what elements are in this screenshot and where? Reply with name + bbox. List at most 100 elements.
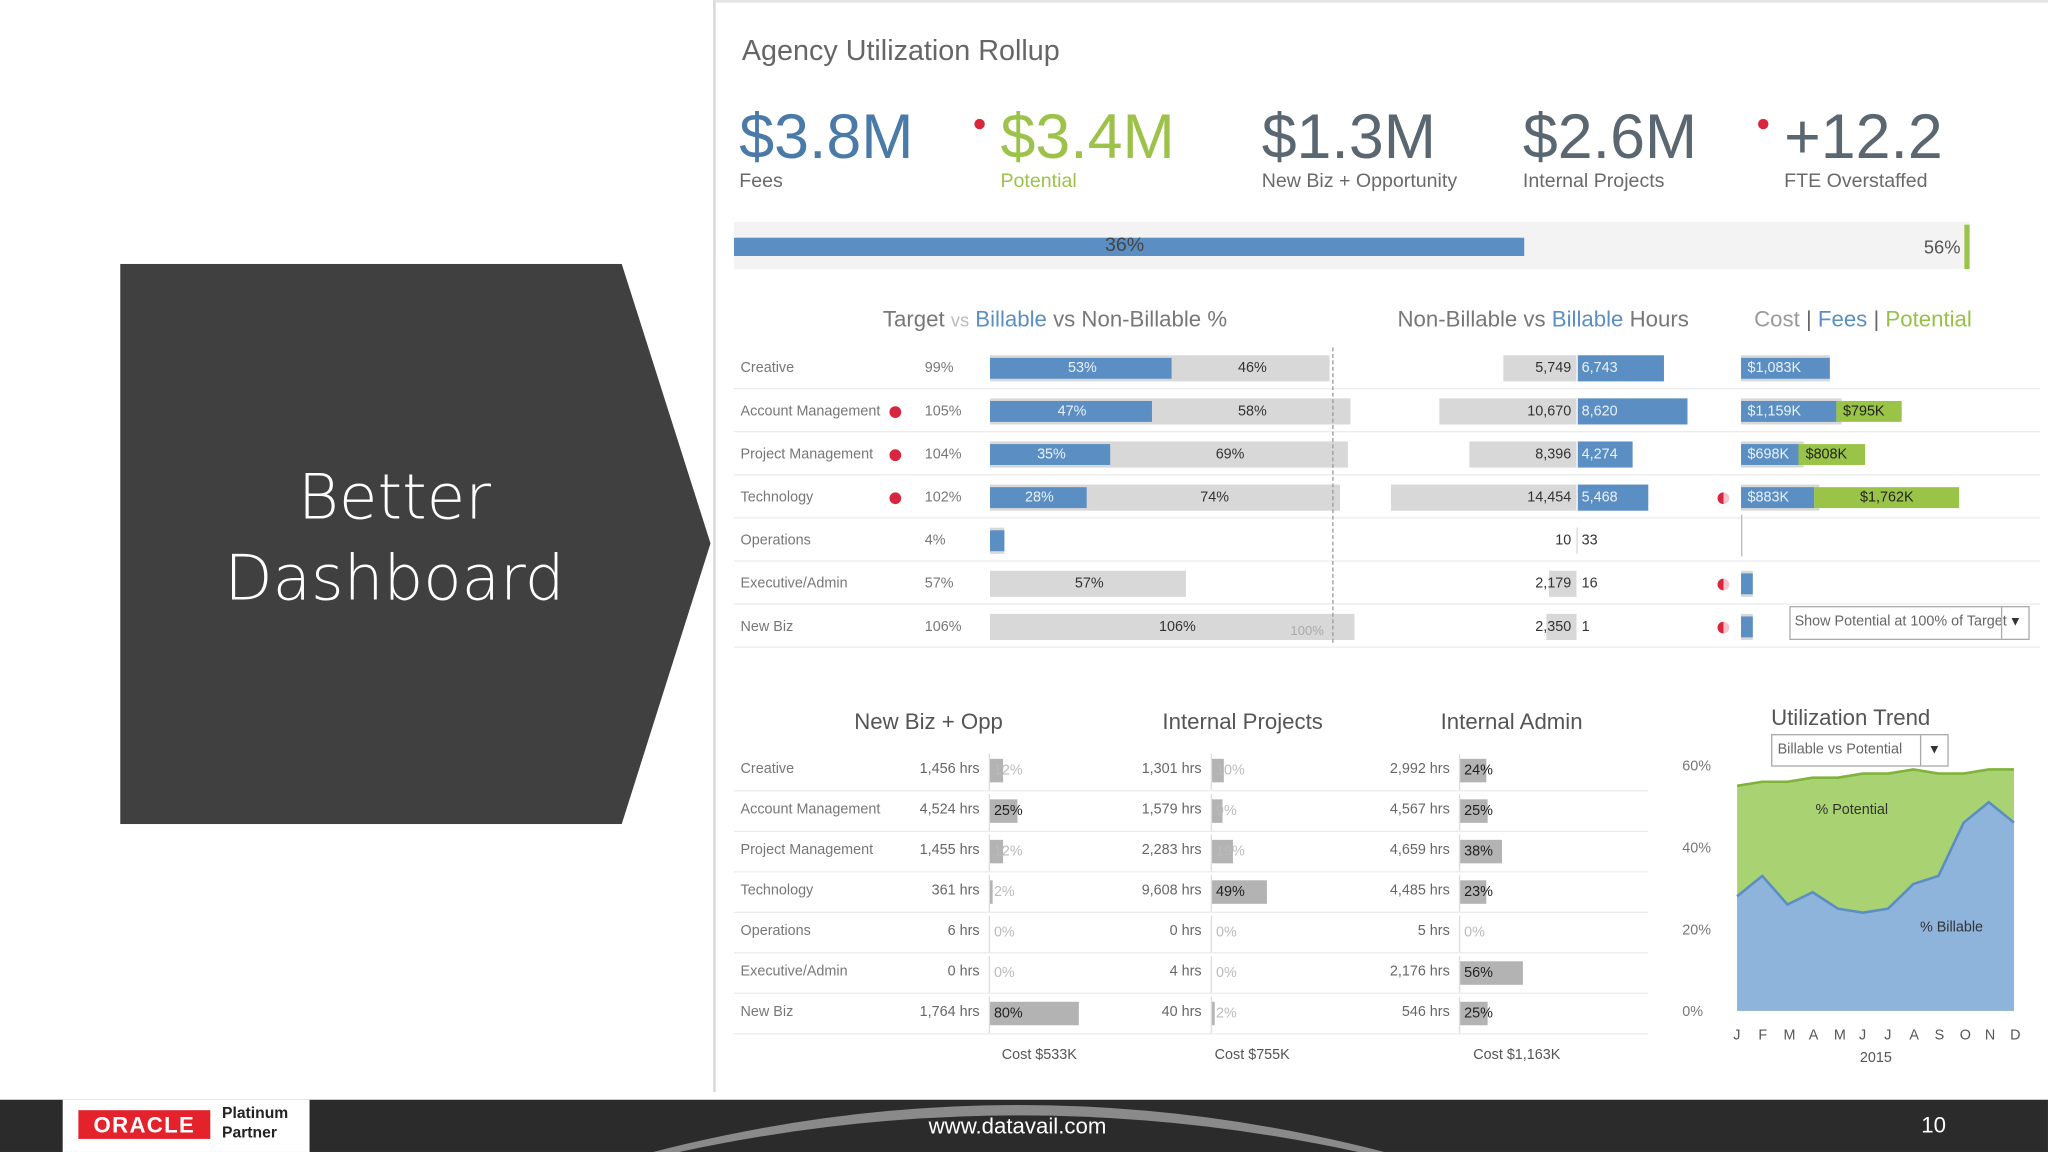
fees-value: $883K (1747, 489, 1790, 506)
row-target: 57% (924, 575, 954, 592)
row-name: Project Management (740, 446, 874, 463)
chevron-down-icon[interactable]: ▼ (2000, 607, 2028, 639)
cost-overrun-indicator (1717, 578, 1730, 591)
share-value: 19% (1215, 843, 1245, 860)
kpi-value: $2.6M (1522, 103, 1698, 173)
share-value: 12% (993, 762, 1023, 779)
potential-target-value: Show Potential at 100% of Target (1794, 613, 2007, 630)
share-bar (990, 839, 1004, 864)
share-value: 0% (1215, 924, 1237, 941)
billable-value: 28% (1025, 489, 1054, 506)
nonbillable-value: 106% (1159, 619, 1196, 635)
billable-bar (990, 357, 1173, 379)
y-tick-label: 20% (1682, 922, 1711, 938)
x-tick-label: O (1960, 1028, 1971, 1044)
bar-axis (1210, 956, 1213, 993)
share-bar (1460, 1001, 1488, 1026)
bar-axis (988, 915, 991, 953)
nonbillable-hours-bar (1548, 570, 1577, 597)
share-value: 0% (1215, 965, 1237, 981)
share-bar (1212, 880, 1267, 904)
billable-line (1736, 800, 2015, 915)
hours-value: 1,301 hrs (1141, 761, 1202, 778)
bar-axis (1210, 996, 1213, 1034)
cost-overrun-indicator (1717, 492, 1730, 505)
row-target: 104% (924, 446, 962, 463)
kpi-alert-dot (974, 118, 985, 130)
chevron-down-icon[interactable]: ▼ (1919, 735, 1947, 766)
slide-title: Better Dashboard (120, 457, 669, 619)
title-target: Target (882, 306, 945, 332)
hours-value: 6 hrs (947, 923, 980, 940)
hours-title-a: Non-Billable vs (1397, 306, 1546, 332)
billable-hours-bar (1577, 441, 1633, 468)
nonbillable-hours-bar (1439, 398, 1577, 425)
billable-value: 53% (1067, 360, 1097, 377)
potential-bar (1813, 487, 1959, 509)
row-name: Technology (740, 489, 814, 506)
partner-line2: Partner (222, 1123, 277, 1142)
hours-value: 5 hrs (1417, 923, 1450, 940)
kpi-alert-dot (1758, 118, 1769, 130)
billable-hours-value: 33 (1581, 532, 1598, 549)
share-value: 80% (993, 1005, 1023, 1022)
bar-axis (988, 753, 991, 791)
share-value: 0% (993, 924, 1015, 941)
nonbillable-hours-bar (1391, 484, 1577, 511)
potential-series-label: % Potential (1815, 802, 1888, 818)
progress-target-marker (1964, 224, 1970, 270)
kpi-value: $3.4M (1000, 103, 1175, 173)
kpi-label: New Biz + Opportunity (1261, 169, 1458, 192)
bar-axis (1210, 834, 1213, 872)
cost-title-fees: Fees (1817, 306, 1868, 332)
hours-value: 4,524 hrs (919, 801, 980, 818)
billable-hours-value: 4,274 (1581, 446, 1618, 463)
share-value: 25% (993, 803, 1023, 819)
overstaffed-alert-dot (889, 449, 902, 462)
bar-axis (988, 996, 991, 1034)
nonbillable-hours-value: 2,350 (1535, 619, 1572, 635)
row-name: New Biz (740, 619, 794, 635)
potential-target-select[interactable]: Show Potential at 100% of Target ▼ (1789, 606, 2030, 640)
share-bar (1460, 799, 1488, 823)
target-100-line (1332, 347, 1334, 643)
billable-hours-bar (1577, 484, 1648, 511)
row-name: New Biz (740, 1004, 794, 1021)
nonbillable-value: 46% (1238, 360, 1267, 377)
billable-hours-bar (1577, 398, 1689, 425)
share-value: 2% (1215, 1005, 1237, 1022)
bar-axis (1210, 915, 1213, 953)
row-name: Account Management (740, 801, 881, 818)
share-bar (1460, 961, 1523, 985)
hours-value: 546 hrs (1401, 1004, 1450, 1021)
row-divider (734, 474, 2041, 476)
hours-value: 4,485 hrs (1389, 882, 1450, 899)
section2-title: Internal Admin (1440, 709, 1583, 735)
billable-bar (990, 530, 1004, 552)
row-divider (734, 603, 2041, 605)
share-value: 56% (1464, 965, 1493, 981)
bar-axis (1458, 834, 1461, 872)
bar-axis (1458, 753, 1461, 791)
kpi-label: Fees (739, 169, 783, 192)
row-divider (734, 830, 1649, 832)
trend-mode-select[interactable]: Billable vs Potential ▼ (1771, 734, 1949, 767)
cost-title-potential: Potential (1885, 306, 1972, 332)
page-number: 10 (1921, 1112, 1946, 1138)
hours-value: 40 hrs (1161, 1004, 1202, 1021)
x-tick-label: D (2010, 1028, 2020, 1044)
row-divider (734, 790, 1649, 792)
hours-value: 9,608 hrs (1141, 882, 1202, 899)
row-target: 99% (924, 360, 954, 377)
nonbillable-hours-value: 8,396 (1535, 446, 1572, 463)
potential-line (1736, 768, 2015, 788)
share-bar (1460, 880, 1486, 904)
row-name: Creative (740, 360, 795, 377)
section2-title: Internal Projects (1162, 709, 1323, 735)
bar-axis (1458, 996, 1461, 1034)
footer-url[interactable]: www.datavail.com (928, 1114, 1107, 1139)
hours-value: 2,283 hrs (1141, 842, 1202, 859)
fees-bar (1741, 444, 1799, 465)
cost-title-sep2: | (1873, 306, 1880, 332)
